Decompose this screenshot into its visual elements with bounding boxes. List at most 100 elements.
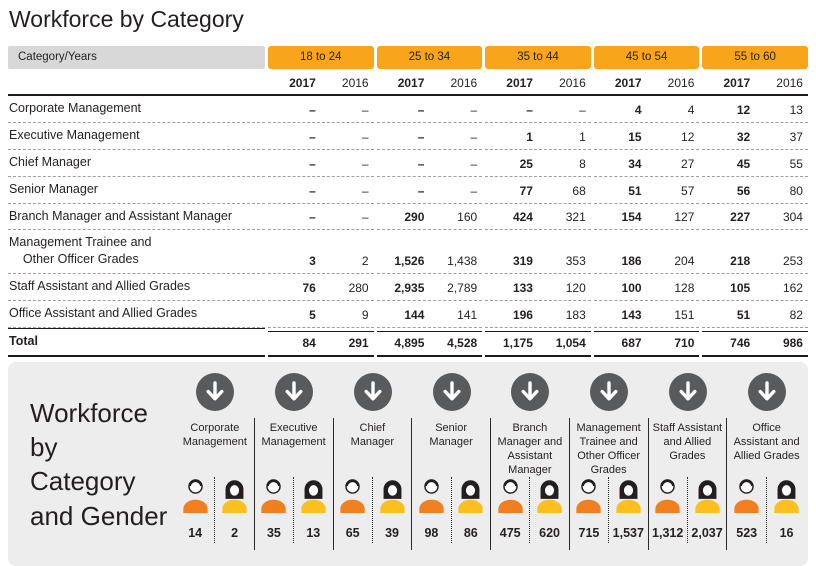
- value-2016: 8: [579, 156, 586, 171]
- row-group-18-24: – –: [268, 126, 374, 150]
- value-2016: 204: [674, 254, 695, 269]
- male-icon: [653, 479, 682, 517]
- row-group-18-24: 3 2: [268, 250, 374, 275]
- gender-columns: Corporate Management 14: [176, 370, 806, 550]
- page-title: Workforce by Category: [9, 6, 244, 32]
- gender-category-body: Branch Manager and Assistant Manager 475: [491, 417, 570, 550]
- value-2016: –: [470, 183, 478, 198]
- value-2016: –: [470, 102, 478, 117]
- value-2017: 32: [736, 129, 751, 144]
- down-arrow-icon: [412, 370, 491, 418]
- value-2017: 1,526: [394, 254, 425, 269]
- gender-category-label: Branch Manager and Assistant Manager: [497, 421, 563, 476]
- year-2016-header: 2016: [559, 76, 586, 90]
- value-2016: 128: [674, 281, 695, 295]
- gender-section-title: Workforce by Category and Gender: [30, 397, 168, 531]
- male-icon: [338, 479, 367, 517]
- year-header-group: 2017 2016: [594, 69, 700, 94]
- value-2017: –: [309, 156, 316, 171]
- gender-pair: 523 16: [727, 476, 806, 543]
- value-2017: 105: [730, 281, 751, 295]
- gender-category-column: Executive Management 35: [255, 370, 334, 550]
- gender-pair: 98 86: [412, 476, 490, 543]
- male-icon: [732, 479, 761, 517]
- year-2017-header: 2017: [723, 76, 751, 90]
- value-2016: –: [361, 210, 369, 225]
- value-2017: 319: [512, 254, 533, 269]
- row-group-45-54: 186 204: [593, 250, 700, 275]
- female-count: 86: [463, 525, 478, 540]
- female-count: 620: [539, 525, 560, 540]
- female-stat: 2: [215, 477, 253, 543]
- row-label: Office Assistant and Allied Grades: [8, 301, 265, 328]
- table-row: Senior Manager – – – – 77 68 51 57 56 80: [8, 177, 808, 204]
- value-2017: 84: [302, 335, 316, 350]
- value-2016: –: [361, 183, 369, 198]
- male-stat: 98: [412, 476, 452, 543]
- row-group-55-60: 45 55: [702, 153, 808, 177]
- age-group-header-35-44: 35 to 44: [485, 46, 591, 69]
- row-label: Senior Manager: [8, 177, 265, 204]
- male-stat: 475: [491, 476, 531, 543]
- value-2017: 1: [526, 129, 533, 144]
- row-group-18-24: – –: [268, 99, 374, 123]
- down-arrow-icon: [255, 370, 334, 418]
- row-group-18-24: 76 280: [268, 277, 374, 301]
- value-2016: 55: [789, 156, 803, 171]
- value-2016: 160: [457, 210, 478, 225]
- value-2016: 4,528: [447, 335, 478, 350]
- female-count: 1,537: [612, 525, 644, 540]
- value-2016: –: [361, 156, 369, 171]
- male-count: 1,312: [652, 525, 684, 540]
- value-2017: 4: [634, 102, 642, 117]
- value-2017: –: [526, 102, 533, 117]
- value-2017: 3: [309, 254, 316, 269]
- gender-category-column: Management Trainee and Other Officer Gra…: [570, 370, 649, 550]
- male-count: 35: [266, 525, 281, 540]
- value-2016: 37: [789, 129, 803, 144]
- table-row: Office Assistant and Allied Grades 5 9 1…: [8, 301, 808, 328]
- female-icon: [693, 479, 722, 517]
- row-group-25-34: 144 141: [376, 304, 483, 328]
- gender-category-label: Senior Manager: [429, 421, 473, 448]
- row-label: Total: [8, 327, 265, 357]
- value-2016: –: [470, 156, 478, 171]
- value-2016: 127: [674, 210, 695, 225]
- row-group-18-24: 84 291: [268, 330, 374, 357]
- value-2017: 77: [519, 183, 533, 198]
- male-count: 475: [499, 525, 521, 540]
- table-row: Total 84 291 4,895 4,528 1,175 1,054 687…: [8, 327, 808, 357]
- female-stat: 620: [530, 477, 568, 543]
- value-2016: 291: [348, 335, 369, 350]
- gender-category-column: Corporate Management 14: [176, 370, 255, 550]
- row-label: Executive Management: [8, 123, 265, 150]
- value-2016: 1,054: [555, 335, 586, 350]
- value-2016: 321: [565, 210, 586, 225]
- gender-category-column: Senior Manager 98: [412, 370, 491, 550]
- value-2017: –: [309, 129, 316, 144]
- female-stat: 13: [294, 477, 332, 543]
- value-2017: 746: [730, 335, 751, 350]
- gender-category-label: Staff Assistant and Allied Grades: [652, 421, 723, 462]
- age-group-header-55-60: 55 to 60: [702, 46, 808, 69]
- row-group-25-34: – –: [376, 180, 483, 204]
- value-2017: –: [417, 183, 425, 198]
- year-header-row: 2017 2016 2017 2016 2017 2016 2017 2016 …: [8, 69, 808, 96]
- row-group-55-60: 746 986: [702, 330, 808, 357]
- row-group-55-60: 32 37: [702, 126, 808, 150]
- year-2016-header: 2016: [667, 76, 695, 90]
- down-arrow-icon: [176, 370, 255, 418]
- row-group-35-44: – –: [485, 99, 591, 123]
- male-count: 523: [736, 525, 758, 540]
- value-2017: 218: [730, 254, 751, 269]
- female-count: 2,037: [691, 525, 723, 540]
- male-count: 98: [424, 525, 439, 540]
- row-group-55-60: 227 304: [702, 206, 808, 231]
- value-2017: 15: [628, 129, 642, 144]
- year-header-spacer: [8, 69, 265, 94]
- row-group-18-24: 5 9: [268, 304, 374, 328]
- value-2016: 151: [674, 307, 695, 322]
- value-2016: 1,438: [447, 254, 478, 269]
- gender-category-body: Management Trainee and Other Officer Gra…: [570, 417, 649, 550]
- row-group-45-54: 143 151: [593, 304, 700, 328]
